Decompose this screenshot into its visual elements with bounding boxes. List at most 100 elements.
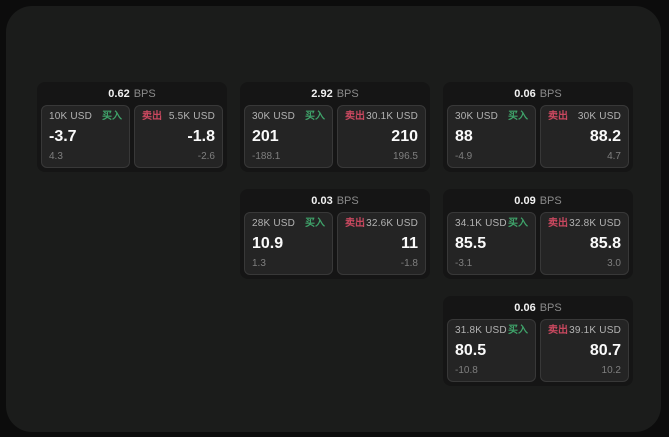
- buy-tile[interactable]: 28K USD 买入 10.9 1.3: [244, 212, 333, 275]
- price-tiles: 34.1K USD 买入 85.5 -3.1 卖出 32.8K USD 85.8…: [443, 212, 633, 279]
- sell-label: 卖出: [345, 218, 365, 229]
- buy-amount: 31.8K USD: [455, 325, 507, 336]
- buy-tile[interactable]: 30K USD 买入 201 -188.1: [244, 105, 333, 168]
- sell-delta: 10.2: [601, 365, 621, 376]
- sell-tile[interactable]: 卖出 5.5K USD -1.8 -2.6: [134, 105, 223, 168]
- sell-delta: 3.0: [607, 258, 621, 269]
- sell-tile[interactable]: 卖出 30.1K USD 210 196.5: [337, 105, 426, 168]
- sell-delta: 4.7: [607, 151, 621, 162]
- sell-tile[interactable]: 卖出 30K USD 88.2 4.7: [540, 105, 629, 168]
- buy-label: 买入: [102, 111, 122, 122]
- sell-price: 85.8: [589, 235, 621, 252]
- price-tiles: 10K USD 买入 -3.7 4.3 卖出 5.5K USD -1.8 -2.…: [37, 105, 227, 172]
- quote-card: 2.92 BPS 30K USD 买入 201 -188.1 卖出 30.1K …: [240, 82, 430, 172]
- buy-price: 10.9: [252, 235, 284, 252]
- quote-card: 0.62 BPS 10K USD 买入 -3.7 4.3 卖出 5.5K USD…: [37, 82, 227, 172]
- sell-amount: 32.8K USD: [569, 218, 621, 229]
- sell-tile-top: 卖出 30K USD: [548, 112, 621, 122]
- buy-label: 买入: [508, 325, 528, 336]
- bps-header: 0.09 BPS: [443, 189, 633, 212]
- bps-unit: BPS: [336, 87, 359, 100]
- bps-unit: BPS: [539, 87, 562, 100]
- buy-delta: -10.8: [455, 365, 478, 376]
- bps-header: 2.92 BPS: [240, 82, 430, 105]
- buy-tile[interactable]: 31.8K USD 买入 80.5 -10.8: [447, 319, 536, 382]
- buy-tile-top: 30K USD 买入: [455, 112, 528, 122]
- buy-amount: 34.1K USD: [455, 218, 507, 229]
- buy-tile-top: 28K USD 买入: [252, 219, 325, 229]
- quote-card: 0.09 BPS 34.1K USD 买入 85.5 -3.1 卖出 32.8K…: [443, 189, 633, 279]
- price-tiles: 30K USD 买入 88 -4.9 卖出 30K USD 88.2 4.7: [443, 105, 633, 172]
- buy-delta: 1.3: [252, 258, 266, 269]
- bps-unit: BPS: [133, 87, 156, 100]
- sell-tile-top: 卖出 5.5K USD: [142, 112, 215, 122]
- bps-value: 0.62: [108, 87, 130, 100]
- buy-tile[interactable]: 30K USD 买入 88 -4.9: [447, 105, 536, 168]
- bps-value: 0.03: [311, 194, 333, 207]
- bps-header: 0.06 BPS: [443, 82, 633, 105]
- bps-value: 2.92: [311, 87, 333, 100]
- bps-header: 0.03 BPS: [240, 189, 430, 212]
- sell-label: 卖出: [548, 218, 568, 229]
- buy-delta: -3.1: [455, 258, 473, 269]
- sell-amount: 30.1K USD: [366, 111, 418, 122]
- sell-amount: 39.1K USD: [569, 325, 621, 336]
- buy-amount: 28K USD: [252, 218, 296, 229]
- sell-label: 卖出: [548, 111, 568, 122]
- sell-delta: -1.8: [400, 258, 418, 269]
- buy-tile[interactable]: 10K USD 买入 -3.7 4.3: [41, 105, 130, 168]
- buy-label: 买入: [508, 218, 528, 229]
- sell-amount: 5.5K USD: [168, 111, 215, 122]
- sell-tile-top: 卖出 32.8K USD: [548, 219, 621, 229]
- bps-value: 0.09: [514, 194, 536, 207]
- sell-label: 卖出: [142, 111, 162, 122]
- bps-header: 0.06 BPS: [443, 296, 633, 319]
- bps-unit: BPS: [539, 194, 562, 207]
- sell-label: 卖出: [548, 325, 568, 336]
- sell-delta: -2.6: [197, 151, 215, 162]
- sell-price: 88.2: [589, 128, 621, 145]
- sell-price: 11: [401, 235, 418, 252]
- sell-tile-top: 卖出 32.6K USD: [345, 219, 418, 229]
- buy-price: 80.5: [455, 342, 487, 359]
- buy-price: -3.7: [49, 128, 77, 145]
- sell-delta: 196.5: [392, 151, 418, 162]
- buy-tile-top: 30K USD 买入: [252, 112, 325, 122]
- buy-delta: 4.3: [49, 151, 63, 162]
- price-tiles: 28K USD 买入 10.9 1.3 卖出 32.6K USD 11 -1.8: [240, 212, 430, 279]
- quote-card: 0.03 BPS 28K USD 买入 10.9 1.3 卖出 32.6K US…: [240, 189, 430, 279]
- price-tiles: 30K USD 买入 201 -188.1 卖出 30.1K USD 210 1…: [240, 105, 430, 172]
- price-tiles: 31.8K USD 买入 80.5 -10.8 卖出 39.1K USD 80.…: [443, 319, 633, 386]
- sell-tile[interactable]: 卖出 39.1K USD 80.7 10.2: [540, 319, 629, 382]
- buy-tile-top: 34.1K USD 买入: [455, 219, 528, 229]
- buy-price: 85.5: [455, 235, 487, 252]
- buy-delta: -188.1: [252, 151, 281, 162]
- sell-amount: 30K USD: [577, 111, 621, 122]
- buy-price: 88: [455, 128, 473, 145]
- sell-tile-top: 卖出 30.1K USD: [345, 112, 418, 122]
- quote-card: 0.06 BPS 30K USD 买入 88 -4.9 卖出 30K USD 8…: [443, 82, 633, 172]
- quote-card: 0.06 BPS 31.8K USD 买入 80.5 -10.8 卖出 39.1…: [443, 296, 633, 386]
- bps-header: 0.62 BPS: [37, 82, 227, 105]
- buy-label: 买入: [305, 218, 325, 229]
- sell-amount: 32.6K USD: [366, 218, 418, 229]
- card-grid: 0.62 BPS 10K USD 买入 -3.7 4.3 卖出 5.5K USD…: [37, 82, 633, 386]
- sell-tile-top: 卖出 39.1K USD: [548, 326, 621, 336]
- sell-label: 卖出: [345, 111, 365, 122]
- sell-tile[interactable]: 卖出 32.8K USD 85.8 3.0: [540, 212, 629, 275]
- buy-price: 201: [252, 128, 279, 145]
- bps-unit: BPS: [336, 194, 359, 207]
- buy-tile-top: 31.8K USD 买入: [455, 326, 528, 336]
- buy-tile-top: 10K USD 买入: [49, 112, 122, 122]
- buy-label: 买入: [305, 111, 325, 122]
- sell-price: 210: [391, 128, 418, 145]
- sell-tile[interactable]: 卖出 32.6K USD 11 -1.8: [337, 212, 426, 275]
- buy-amount: 30K USD: [252, 111, 296, 122]
- bps-unit: BPS: [539, 301, 562, 314]
- buy-tile[interactable]: 34.1K USD 买入 85.5 -3.1: [447, 212, 536, 275]
- buy-delta: -4.9: [455, 151, 473, 162]
- buy-label: 买入: [508, 111, 528, 122]
- sell-price: -1.8: [187, 128, 215, 145]
- main-panel: 0.62 BPS 10K USD 买入 -3.7 4.3 卖出 5.5K USD…: [6, 6, 661, 432]
- buy-amount: 10K USD: [49, 111, 93, 122]
